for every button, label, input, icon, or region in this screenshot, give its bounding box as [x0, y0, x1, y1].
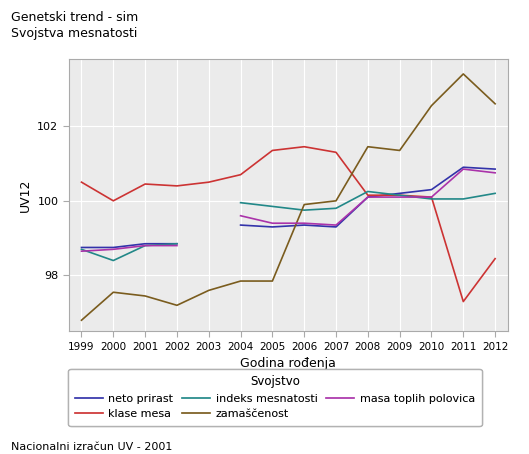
X-axis label: Godina rođenja: Godina rođenja: [240, 357, 336, 370]
Y-axis label: UV12: UV12: [19, 178, 32, 212]
Text: Svojstva mesnatosti: Svojstva mesnatosti: [11, 27, 137, 40]
Legend: neto prirast, klase mesa, indeks mesnatosti, zamaščenost, masa toplih polovica: neto prirast, klase mesa, indeks mesnato…: [68, 369, 482, 426]
Text: Genetski trend - sim: Genetski trend - sim: [11, 11, 138, 25]
Text: Nacionalni izračun UV - 2001: Nacionalni izračun UV - 2001: [11, 442, 172, 452]
